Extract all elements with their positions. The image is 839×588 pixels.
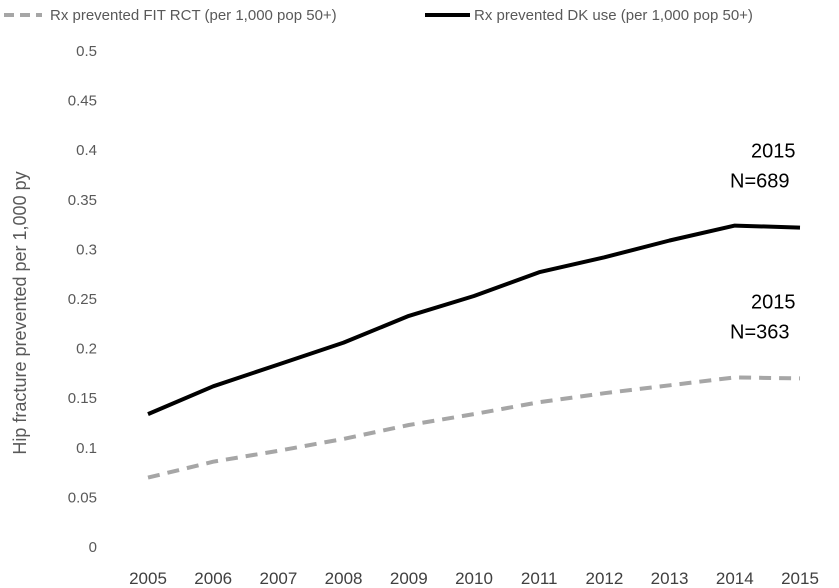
x-tick-label: 2012 bbox=[585, 569, 623, 588]
annotations: 2015 N=689 2015 N=363 bbox=[730, 141, 796, 344]
legend: Rx prevented FIT RCT (per 1,000 pop 50+)… bbox=[4, 7, 753, 24]
y-tick-label: 0.15 bbox=[68, 390, 97, 407]
y-tick-label: 0.3 bbox=[76, 241, 97, 258]
series-line-1 bbox=[147, 223, 801, 416]
series-line-0 bbox=[147, 375, 801, 480]
x-tick-label: 2014 bbox=[716, 569, 754, 588]
x-axis-ticks: 2005 2006 2007 2008 2009 2010 2011 2012 2013 2014… bbox=[129, 569, 819, 588]
x-tick-label: 2005 bbox=[129, 569, 167, 588]
y-tick-label: 0.45 bbox=[68, 93, 97, 110]
y-axis-label: Hip fracture prevented per 1,000 py bbox=[10, 171, 30, 454]
x-tick-label: 2013 bbox=[651, 569, 689, 588]
y-tick-label: 0.05 bbox=[68, 489, 97, 506]
series-layer bbox=[147, 223, 801, 480]
y-tick-label: 0.25 bbox=[68, 291, 97, 308]
y-tick-label: 0.4 bbox=[76, 142, 97, 159]
y-tick-label: 0.2 bbox=[76, 341, 97, 358]
legend-label-dk-use: Rx prevented DK use (per 1,000 pop 50+) bbox=[474, 7, 753, 24]
y-tick-label: 0.1 bbox=[76, 440, 97, 457]
x-tick-label: 2006 bbox=[194, 569, 232, 588]
y-tick-label: 0 bbox=[89, 539, 97, 556]
y-tick-label: 0.35 bbox=[68, 192, 97, 209]
x-tick-label: 2011 bbox=[521, 569, 558, 588]
x-tick-label: 2010 bbox=[455, 569, 493, 588]
legend-label-fit-rct: Rx prevented FIT RCT (per 1,000 pop 50+) bbox=[50, 7, 337, 24]
y-tick-label: 0.5 bbox=[76, 43, 97, 60]
y-axis-ticks: 0 0.05 0.1 0.15 0.2 0.25 0.3 0.35 0.4 0.45 0.5 bbox=[68, 43, 97, 556]
annotation-text: 2015 bbox=[751, 141, 796, 163]
x-tick-label: 2015 bbox=[781, 569, 819, 588]
annotation-text: N=689 bbox=[730, 171, 790, 193]
x-tick-label: 2009 bbox=[390, 569, 428, 588]
x-tick-label: 2008 bbox=[325, 569, 363, 588]
annotation-text: N=363 bbox=[730, 321, 790, 343]
x-tick-label: 2007 bbox=[259, 569, 297, 588]
annotation-text: 2015 bbox=[751, 291, 796, 313]
